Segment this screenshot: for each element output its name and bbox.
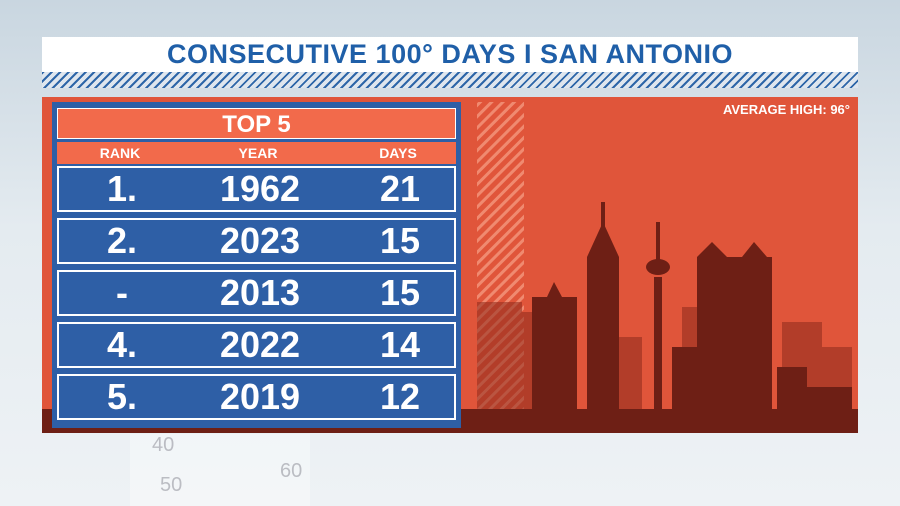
- table-cell: 2013: [219, 272, 301, 313]
- thermometer-label: 60: [280, 460, 303, 482]
- hatch-stripe: [42, 72, 858, 88]
- thermometer-label: 40: [152, 434, 175, 456]
- table-cell: 14: [379, 324, 421, 365]
- table-cell: 15: [379, 272, 421, 313]
- column-header: YEAR: [238, 145, 278, 161]
- table-cell: 2022: [219, 324, 301, 365]
- table-cell: 4.: [106, 324, 138, 365]
- table-row: 2. 2023 15: [57, 218, 456, 264]
- table-row: 4. 2022 14: [57, 322, 456, 368]
- table-title: TOP 5: [57, 108, 456, 139]
- thermometer: 40 50 60: [130, 434, 310, 506]
- table-cell: 1.: [106, 168, 138, 209]
- skyline: [42, 102, 858, 433]
- table-cell: 21: [379, 168, 421, 209]
- table-cell: 2019: [219, 376, 301, 417]
- table-cell: 12: [379, 376, 421, 417]
- table-cell: 5.: [106, 376, 138, 417]
- table-row: - 2013 15: [57, 270, 456, 316]
- header-row: RANK YEAR DAYS: [57, 142, 456, 164]
- table-cell: 1962: [219, 168, 301, 209]
- table-cell: -: [116, 272, 128, 313]
- column-header: RANK: [99, 145, 141, 161]
- table-cell: 15: [379, 220, 421, 261]
- table-cell: 2023: [219, 220, 301, 261]
- table: TOP 5 RANK YEAR DAYS 1. 1962 21 2. 2023 15 - 2013…: [52, 102, 461, 428]
- title-bar: CONSECUTIVE 100° DAYS I SAN ANTONIO: [42, 37, 858, 72]
- average-high: AVERAGE HIGH: 96°: [722, 102, 850, 117]
- thermometer-label: 50: [160, 474, 183, 496]
- table-row: 5. 2019 12: [57, 374, 456, 420]
- table-cell: 2.: [106, 220, 138, 261]
- panel: AVERAGE HIGH: 96° TOP 5 RANK YEAR DAYS 1. 1…: [42, 97, 858, 433]
- table-row: 1. 1962 21: [57, 166, 456, 212]
- column-header: DAYS: [379, 145, 417, 161]
